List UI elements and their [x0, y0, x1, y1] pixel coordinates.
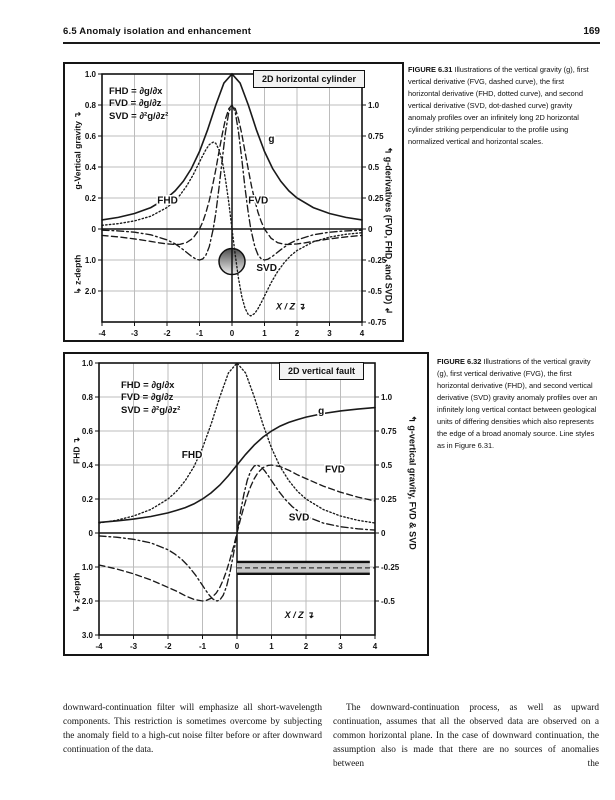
- svg-text:1.0: 1.0: [368, 101, 380, 110]
- svg-text:3: 3: [327, 329, 332, 338]
- page-number: 169: [583, 26, 600, 37]
- figure-6-31: -4 -3 -2 -1 0 1 2 3 4 1.0 0.8 0.6 0.4 0.2 0 1.0 2.0 1.0 0.…: [63, 62, 404, 342]
- svg-text:2.0: 2.0: [82, 597, 94, 606]
- equation-fhd: FHD = ∂g/∂x: [109, 86, 163, 97]
- chart-horizontal-cylinder: -4 -3 -2 -1 0 1 2 3 4 1.0 0.8 0.6 0.4 0.2 0 1.0 2.0 1.0 0.…: [85, 70, 387, 338]
- svg-text:-0.5: -0.5: [381, 597, 395, 606]
- body-text-left-column: downward-continuation filter will emphas…: [63, 703, 322, 755]
- body-text-right-column: The downward-continuation process, as we…: [333, 703, 599, 769]
- svg-text:X / Z ↴: X / Z ↴: [284, 610, 315, 620]
- svg-text:-3: -3: [130, 642, 138, 651]
- chart-title-box: 2D vertical fault: [279, 362, 365, 380]
- svg-text:0: 0: [230, 329, 235, 338]
- svg-text:2: 2: [295, 329, 300, 338]
- svg-text:0.8: 0.8: [82, 393, 94, 402]
- equation-svd: SVD = ∂²g/∂z²: [121, 404, 181, 416]
- equation-fvd: FVD = ∂g/∂z: [121, 392, 174, 404]
- svg-text:0: 0: [89, 529, 94, 538]
- svg-text:0.2: 0.2: [82, 495, 94, 504]
- svg-text:1.0: 1.0: [82, 359, 94, 368]
- chart-vertical-fault: -4 -3 -2 -1 0 1 2 3 4 1.0 0.8 0.6 0.4 0.2 0 1.0 2.0 3.0 1.…: [82, 359, 400, 651]
- svg-text:1.0: 1.0: [381, 393, 393, 402]
- svg-text:0.75: 0.75: [368, 132, 384, 141]
- svg-text:-1: -1: [199, 642, 207, 651]
- svg-text:FVD: FVD: [248, 195, 268, 206]
- svg-text:3: 3: [338, 642, 343, 651]
- svg-text:4: 4: [373, 642, 378, 651]
- svg-text:0.4: 0.4: [85, 163, 97, 172]
- svg-text:0: 0: [381, 529, 386, 538]
- svg-text:0.2: 0.2: [85, 194, 97, 203]
- left-axis-label: g-Vertical gravity ↴: [72, 111, 83, 190]
- caption-label: FIGURE 6.32: [437, 357, 482, 366]
- svg-text:SVD: SVD: [289, 512, 310, 523]
- equation-svd: SVD = ∂²g/∂z²: [109, 110, 169, 122]
- svg-text:0.8: 0.8: [85, 101, 97, 110]
- figure-6-31-caption: FIGURE 6.31 Illustrations of the vertica…: [408, 64, 592, 148]
- svg-text:-2: -2: [163, 329, 171, 338]
- svg-text:FHD: FHD: [157, 195, 178, 206]
- right-axis-label: ↰ g-derivatives (FVD, FHD, and SVD) ↲: [383, 146, 394, 315]
- svg-text:0.4: 0.4: [82, 461, 94, 470]
- svg-text:1.0: 1.0: [82, 563, 94, 572]
- svg-text:g: g: [268, 134, 274, 145]
- svg-text:FVD: FVD: [325, 465, 345, 476]
- svg-text:X / Z ↴: X / Z ↴: [275, 302, 306, 312]
- figure-6-32-caption: FIGURE 6.32 Illustrations of the vertica…: [437, 356, 601, 452]
- svg-text:0.5: 0.5: [381, 461, 393, 470]
- svg-text:SVD: SVD: [256, 263, 277, 274]
- left-axis-label: FHD ↴: [71, 437, 82, 464]
- svg-text:0.25: 0.25: [368, 194, 384, 203]
- caption-text: Illustrations of the vertical gravity (g…: [437, 357, 598, 450]
- svg-text:-4: -4: [98, 329, 106, 338]
- section-header: 6.5 Anomaly isolation and enhancement: [63, 26, 252, 37]
- svg-text:-0.25: -0.25: [368, 256, 387, 265]
- svg-text:1: 1: [262, 329, 267, 338]
- svg-text:-2: -2: [164, 642, 172, 651]
- depth-axis-label: ↳ z-depth: [72, 254, 83, 295]
- header-rule: [63, 42, 600, 44]
- depth-axis-label: ↳ z-depth: [71, 572, 82, 613]
- figure-6-32: -4 -3 -2 -1 0 1 2 3 4 1.0 0.8 0.6 0.4 0.2 0 1.0 2.0 3.0 1.…: [63, 352, 429, 656]
- svg-text:0.75: 0.75: [381, 427, 397, 436]
- svg-text:0.6: 0.6: [82, 427, 94, 436]
- svg-text:0: 0: [368, 225, 373, 234]
- svg-text:3.0: 3.0: [82, 631, 94, 640]
- svg-text:1: 1: [269, 642, 274, 651]
- svg-text:0.6: 0.6: [85, 132, 97, 141]
- svg-text:1.0: 1.0: [85, 70, 97, 79]
- chart-title-box: 2D horizontal cylinder: [253, 70, 366, 88]
- svg-text:-0.5: -0.5: [368, 287, 382, 296]
- svg-text:0: 0: [92, 225, 97, 234]
- right-axis-label: ↰ g-vertical gravity, FVD & SVD: [407, 415, 418, 550]
- svg-text:-0.75: -0.75: [368, 318, 387, 327]
- derivative-equations: FHD = ∂g/∂x FVD = ∂g/∂z SVD = ∂²g/∂z²: [121, 380, 180, 417]
- svg-text:0.25: 0.25: [381, 495, 397, 504]
- svg-text:0: 0: [235, 642, 240, 651]
- svg-text:-3: -3: [131, 329, 139, 338]
- svg-text:1.0: 1.0: [85, 256, 97, 265]
- svg-text:0.5: 0.5: [368, 163, 380, 172]
- svg-text:4: 4: [360, 329, 365, 338]
- derivative-equations: FHD = ∂g/∂x FVD = ∂g/∂z SVD = ∂²g/∂z²: [109, 86, 168, 123]
- equation-fvd: FVD = ∂g/∂z: [109, 98, 162, 110]
- caption-text: Illustrations of the vertical gravity (g…: [408, 65, 589, 146]
- svg-text:2: 2: [304, 642, 309, 651]
- svg-text:g: g: [318, 406, 324, 417]
- svg-text:FHD: FHD: [182, 450, 203, 461]
- svg-text:-1: -1: [196, 329, 204, 338]
- equation-fhd: FHD = ∂g/∂x: [121, 380, 175, 391]
- svg-text:-0.25: -0.25: [381, 563, 400, 572]
- svg-text:-4: -4: [95, 642, 103, 651]
- svg-text:2.0: 2.0: [85, 287, 97, 296]
- caption-label: FIGURE 6.31: [408, 65, 453, 74]
